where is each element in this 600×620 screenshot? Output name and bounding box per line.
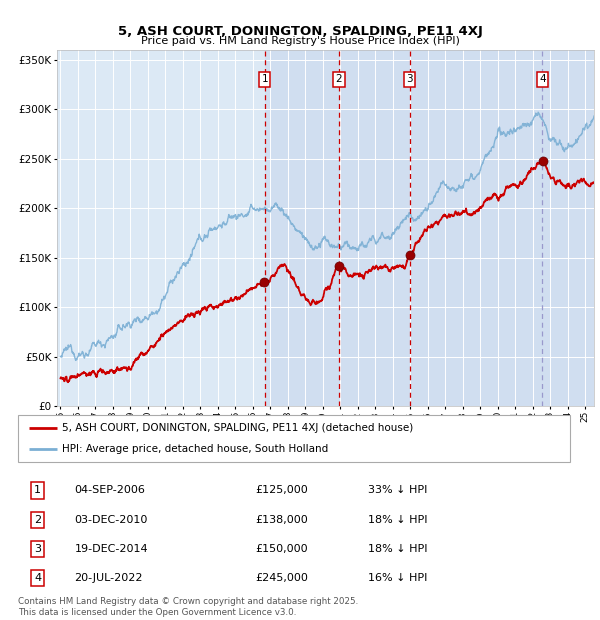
Text: 2: 2 xyxy=(34,515,41,525)
Text: 03-DEC-2010: 03-DEC-2010 xyxy=(74,515,148,525)
Text: Contains HM Land Registry data © Crown copyright and database right 2025.
This d: Contains HM Land Registry data © Crown c… xyxy=(18,598,358,617)
FancyBboxPatch shape xyxy=(18,415,570,462)
Text: 18% ↓ HPI: 18% ↓ HPI xyxy=(368,544,427,554)
Text: 5, ASH COURT, DONINGTON, SPALDING, PE11 4XJ (detached house): 5, ASH COURT, DONINGTON, SPALDING, PE11 … xyxy=(62,423,413,433)
Text: 33% ↓ HPI: 33% ↓ HPI xyxy=(368,485,427,495)
Text: 18% ↓ HPI: 18% ↓ HPI xyxy=(368,515,427,525)
Text: 19-DEC-2014: 19-DEC-2014 xyxy=(74,544,148,554)
Text: 3: 3 xyxy=(406,74,413,84)
Text: 4: 4 xyxy=(539,74,546,84)
Text: Price paid vs. HM Land Registry's House Price Index (HPI): Price paid vs. HM Land Registry's House … xyxy=(140,36,460,46)
Text: HPI: Average price, detached house, South Holland: HPI: Average price, detached house, Sout… xyxy=(62,444,328,454)
Text: 5, ASH COURT, DONINGTON, SPALDING, PE11 4XJ: 5, ASH COURT, DONINGTON, SPALDING, PE11 … xyxy=(118,25,482,38)
Text: £125,000: £125,000 xyxy=(255,485,308,495)
Text: £138,000: £138,000 xyxy=(255,515,308,525)
Text: 1: 1 xyxy=(34,485,41,495)
Text: 16% ↓ HPI: 16% ↓ HPI xyxy=(368,573,427,583)
Bar xyxy=(265,50,600,406)
Text: £150,000: £150,000 xyxy=(255,544,308,554)
Text: 2: 2 xyxy=(335,74,342,84)
Text: 20-JUL-2022: 20-JUL-2022 xyxy=(74,573,143,583)
Text: 1: 1 xyxy=(262,74,268,84)
Text: 4: 4 xyxy=(34,573,41,583)
Text: 3: 3 xyxy=(34,544,41,554)
Text: 04-SEP-2006: 04-SEP-2006 xyxy=(74,485,145,495)
Text: £245,000: £245,000 xyxy=(255,573,308,583)
